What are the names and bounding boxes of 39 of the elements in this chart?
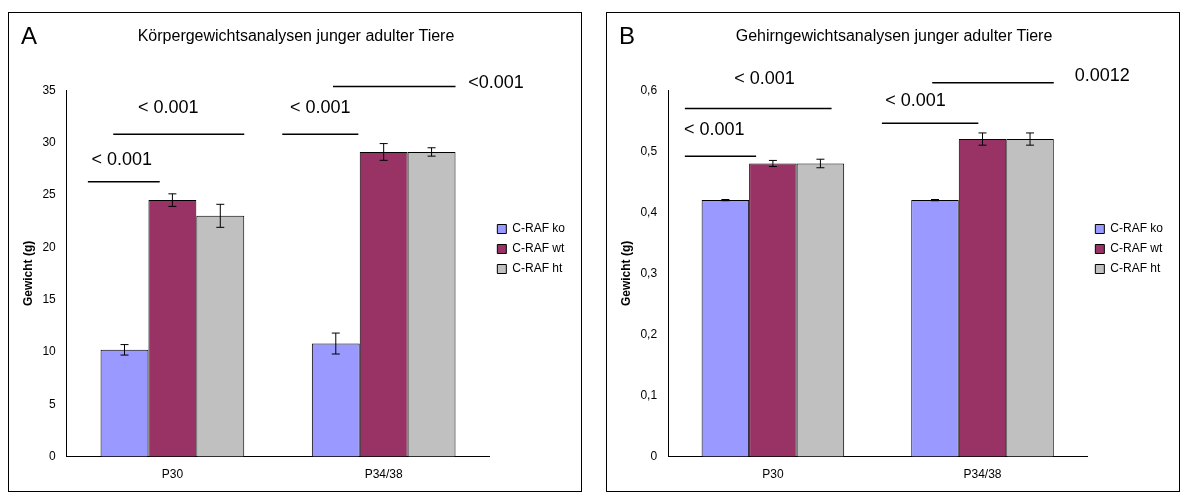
annotation: < 0.001 — [91, 148, 152, 169]
annotation: <0.001 — [468, 71, 524, 92]
y-tick-label: 0,6 — [640, 82, 658, 97]
y-tick-label: 0,4 — [640, 204, 658, 219]
x-tick-label: P30 — [762, 467, 784, 482]
y-axis-title: Gewicht (g) — [618, 240, 633, 307]
chart-title: Gehirngewichtsanalysen junger adulter Tiere — [735, 27, 1053, 45]
y-tick-label: 20 — [42, 239, 57, 254]
x-tick-label: P34/38 — [963, 467, 1002, 482]
y-axis-title: Gewicht (g) — [20, 240, 35, 307]
text: B — [619, 21, 636, 49]
text: < 0.001 — [734, 68, 795, 89]
y-tick-label: 30 — [42, 134, 57, 149]
legend-label: C-RAF wt — [1110, 241, 1163, 256]
legend-label: C-RAF ko — [512, 221, 566, 236]
y-tick-label: 10 — [42, 344, 57, 359]
annotation: < 0.001 — [137, 97, 199, 118]
y-tick-label: 35 — [42, 82, 57, 97]
annotation: < 0.001 — [683, 119, 745, 140]
text: A — [21, 21, 38, 49]
annotation: < 0.001 — [885, 90, 946, 111]
text: 0.0012 — [1074, 64, 1130, 85]
x-tick-label: P30 — [161, 467, 184, 482]
y-tick-label: 25 — [42, 187, 57, 202]
legend-label: C-RAF ht — [1110, 261, 1161, 276]
y-tick-label: 0,5 — [640, 143, 658, 158]
annotation: < 0.001 — [290, 97, 351, 118]
x-tick-label: P34/38 — [364, 467, 404, 482]
legend-label: C-RAF ht — [512, 261, 563, 276]
y-tick-label: 0,1 — [640, 387, 658, 402]
y-tick-label: 0 — [650, 448, 658, 463]
chart-title: Körpergewichtsanalysen junger adulter Tiere — [137, 27, 455, 45]
y-tick-label: 15 — [42, 291, 57, 306]
y-tick-label: 0 — [49, 448, 57, 463]
legend-label: C-RAF wt — [512, 241, 565, 256]
y-tick-label: 5 — [49, 396, 57, 411]
y-tick-label: 0,2 — [640, 326, 658, 341]
y-tick-label: 0,3 — [640, 265, 658, 280]
legend-label: C-RAF ko — [1110, 221, 1164, 236]
